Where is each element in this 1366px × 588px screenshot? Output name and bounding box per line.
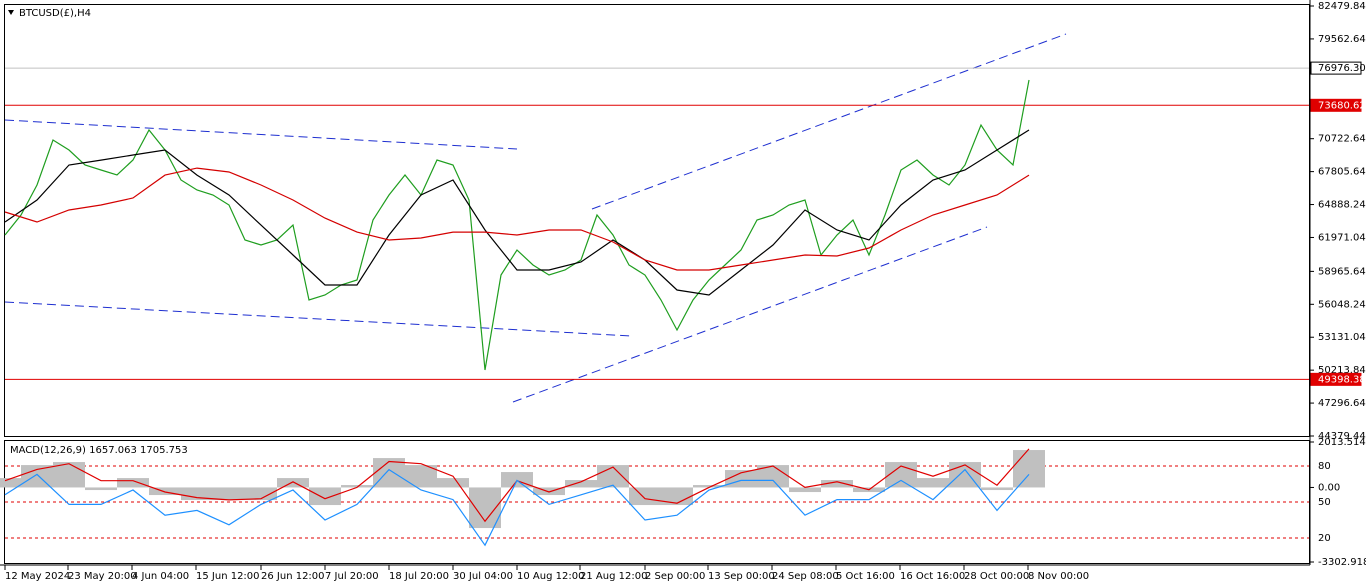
y-tick-label: 53131.04 bbox=[1318, 332, 1366, 343]
histogram-bar bbox=[533, 487, 565, 496]
y-tick-label: 50213.84 bbox=[1318, 365, 1366, 376]
symbol-title: BTCUSD(£),H4 bbox=[19, 8, 91, 19]
histogram-bar bbox=[117, 478, 149, 488]
x-tick-label: 28 Oct 00:00 bbox=[964, 571, 1029, 582]
y-tick-label: 58965.64 bbox=[1318, 266, 1366, 277]
x-tick-label: 30 Jul 04:00 bbox=[453, 571, 513, 582]
histogram-bar bbox=[661, 487, 693, 506]
histogram-bar bbox=[0, 478, 21, 488]
series-line bbox=[4, 79, 1030, 371]
x-tick-label: 12 May 2024 bbox=[5, 571, 70, 582]
histogram-bar bbox=[565, 480, 597, 488]
histogram-bar bbox=[245, 487, 277, 501]
histogram-bar bbox=[277, 478, 309, 488]
y2-tick-label: 50 bbox=[1318, 497, 1331, 508]
x-tick-label: 13 Sep 00:00 bbox=[708, 571, 775, 582]
indicator-title: MACD(12,26,9) 1657.063 1705.753 bbox=[10, 445, 188, 456]
histogram-bar bbox=[437, 478, 469, 488]
histogram-bar bbox=[917, 478, 949, 488]
histogram-bar bbox=[309, 487, 341, 506]
trend-line bbox=[4, 119, 518, 150]
x-tick-label: 15 Jun 12:00 bbox=[196, 571, 260, 582]
menu-arrow[interactable] bbox=[8, 10, 14, 15]
trend-line bbox=[591, 33, 1067, 210]
trend-line bbox=[4, 301, 633, 337]
y-tick-label: 79562.64 bbox=[1318, 34, 1366, 45]
y-tick-label: -3302.918 bbox=[1318, 557, 1366, 568]
x-tick-label: 24 Sep 08:00 bbox=[772, 571, 839, 582]
x-tick-label: 26 Jun 12:00 bbox=[261, 571, 325, 582]
histogram-bar bbox=[405, 465, 437, 488]
series-line bbox=[4, 167, 1030, 271]
y-tick-label: 64888.24 bbox=[1318, 200, 1366, 211]
histogram-bar bbox=[181, 487, 213, 501]
price-level-box bbox=[1310, 372, 1362, 386]
histogram-bar bbox=[981, 487, 1013, 491]
price-level-label: 49398.38 bbox=[1318, 374, 1366, 385]
series-line bbox=[4, 129, 1030, 296]
histogram-bar bbox=[1013, 450, 1045, 488]
histogram-bar bbox=[629, 487, 661, 506]
histogram-bar bbox=[821, 480, 853, 488]
histogram-bar bbox=[149, 487, 181, 496]
histogram-bar bbox=[373, 458, 405, 488]
trend-line bbox=[512, 226, 988, 403]
y-tick-label: 2013.514 bbox=[1318, 437, 1366, 448]
histogram-bar bbox=[597, 465, 629, 488]
y-tick-label: 56048.24 bbox=[1318, 299, 1366, 310]
x-tick-label: 16 Oct 16:00 bbox=[900, 571, 965, 582]
y-tick-label: 47296.64 bbox=[1318, 398, 1366, 409]
y-tick-label: 70722.64 bbox=[1318, 134, 1366, 145]
histogram-bar bbox=[789, 487, 821, 493]
x-tick-label: 7 Jul 20:00 bbox=[325, 571, 379, 582]
histogram-bar bbox=[53, 462, 85, 488]
y-tick-label: 44379.44 bbox=[1318, 431, 1366, 442]
histogram-bar bbox=[85, 487, 117, 491]
histogram-bar bbox=[213, 487, 245, 501]
price-level-label: 76976.30 bbox=[1318, 63, 1366, 74]
histogram-bar bbox=[693, 485, 725, 488]
y-tick-label: 82479.84 bbox=[1318, 1, 1366, 12]
x-tick-label: 2 Sep 00:00 bbox=[645, 571, 705, 582]
y-tick-label: 61971.04 bbox=[1318, 232, 1366, 243]
x-tick-label: 8 Nov 00:00 bbox=[1028, 571, 1089, 582]
y-tick-label: 67805.64 bbox=[1318, 167, 1366, 178]
y-tick-label: 0.00 bbox=[1318, 482, 1340, 493]
x-tick-label: 10 Aug 12:00 bbox=[517, 571, 584, 582]
trend-lines bbox=[4, 33, 1067, 403]
y2-tick-label: 80 bbox=[1318, 461, 1331, 472]
x-tick-label: 23 May 20:00 bbox=[68, 571, 137, 582]
x-tick-label: 18 Jul 20:00 bbox=[389, 571, 449, 582]
price-level-box bbox=[1310, 61, 1362, 75]
y2-tick-label: 20 bbox=[1318, 533, 1331, 544]
x-tick-label: 4 Jun 04:00 bbox=[132, 571, 189, 582]
price-level-label: 73680.62 bbox=[1318, 100, 1366, 111]
x-tick-label: 21 Aug 12:00 bbox=[580, 571, 647, 582]
series-line bbox=[4, 468, 1030, 547]
price-level-box bbox=[1310, 98, 1362, 112]
x-tick-label: 5 Oct 16:00 bbox=[836, 571, 895, 582]
histogram-bar bbox=[341, 485, 373, 488]
